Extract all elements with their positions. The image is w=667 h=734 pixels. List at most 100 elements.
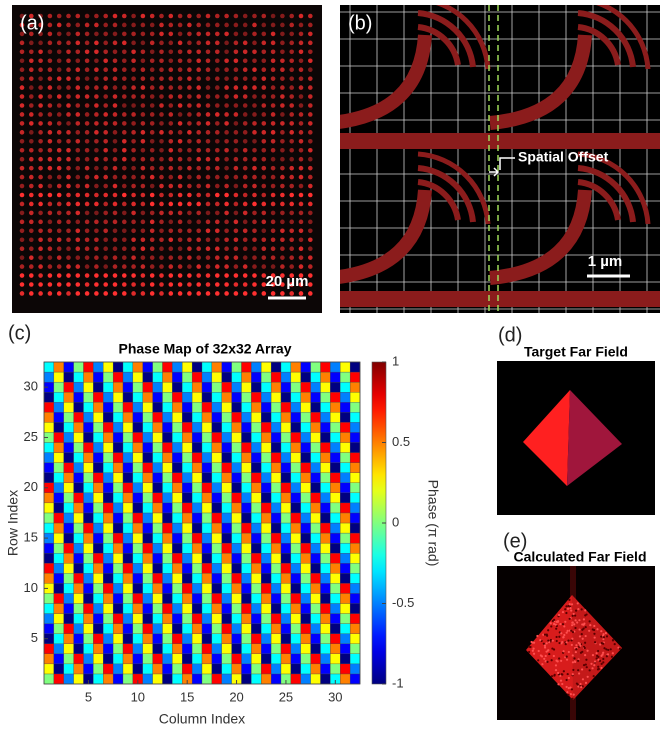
- heatmap-cell: [163, 634, 173, 644]
- heatmap-cell: [271, 483, 281, 493]
- heatmap-cell: [182, 372, 192, 382]
- emitter: [252, 193, 257, 198]
- speckle-dot: [550, 639, 552, 641]
- heatmap-cell: [163, 483, 173, 493]
- heatmap-cell: [301, 483, 311, 493]
- emitter: [234, 273, 239, 278]
- emitter: [252, 94, 257, 99]
- emitter: [29, 157, 34, 162]
- emitter: [57, 255, 62, 260]
- heatmap-cell: [103, 563, 113, 573]
- speckle-dot: [555, 636, 557, 638]
- emitter: [57, 220, 62, 225]
- heatmap-cell: [212, 593, 222, 603]
- emitter: [243, 94, 248, 99]
- heatmap-cell: [182, 503, 192, 513]
- heatmap-cell: [212, 432, 222, 442]
- heatmap-cell: [242, 593, 252, 603]
- heatmap-cell: [64, 432, 74, 442]
- heatmap-cell: [222, 573, 232, 583]
- emitter: [308, 193, 313, 198]
- emitter: [178, 32, 183, 37]
- heatmap-cell: [281, 533, 291, 543]
- heatmap-cell: [163, 533, 173, 543]
- speckle-dot: [553, 623, 555, 625]
- heatmap-cell: [350, 503, 360, 513]
- heatmap-cell: [103, 402, 113, 412]
- heatmap-cell: [74, 604, 84, 614]
- heatmap-cell: [172, 432, 182, 442]
- emitter: [299, 130, 304, 135]
- emitter: [122, 76, 127, 81]
- emitter: [103, 67, 108, 72]
- emitter: [178, 255, 183, 260]
- emitter: [169, 211, 174, 216]
- emitter: [178, 157, 183, 162]
- emitter: [187, 14, 192, 19]
- heatmap-cell: [261, 503, 271, 513]
- heatmap-cell: [330, 593, 340, 603]
- emitter: [131, 85, 136, 90]
- y-tick-label: 20: [24, 479, 38, 494]
- speckle-dot: [572, 669, 574, 671]
- speckle-dot: [583, 664, 585, 666]
- heatmap-cell: [291, 583, 301, 593]
- emitter: [280, 211, 285, 216]
- heatmap-cell: [311, 523, 321, 533]
- emitter: [48, 291, 53, 296]
- heatmap-cell: [222, 624, 232, 634]
- heatmap-cell: [93, 483, 103, 493]
- emitter: [252, 175, 257, 180]
- heatmap-cell: [311, 664, 321, 674]
- emitter: [94, 41, 99, 46]
- heatmap-cell: [212, 563, 222, 573]
- heatmap-cell: [212, 624, 222, 634]
- emitter: [299, 41, 304, 46]
- heatmap-cell: [133, 563, 143, 573]
- emitter: [187, 76, 192, 81]
- heatmap-cell: [261, 362, 271, 372]
- heatmap-cell: [74, 573, 84, 583]
- heatmap-cell: [143, 412, 153, 422]
- emitter: [178, 41, 183, 46]
- emitter: [234, 50, 239, 55]
- heatmap-cell: [232, 644, 242, 654]
- heatmap-cell: [172, 473, 182, 483]
- emitter: [271, 67, 276, 72]
- heatmap-cell: [330, 362, 340, 372]
- heatmap-cell: [44, 463, 54, 473]
- heatmap-cell: [113, 604, 123, 614]
- heatmap-cell: [103, 382, 113, 392]
- emitter: [57, 85, 62, 90]
- emitter: [122, 237, 127, 242]
- heatmap-cell: [242, 422, 252, 432]
- heatmap-cell: [222, 483, 232, 493]
- heatmap-cell: [222, 543, 232, 553]
- emitter: [150, 246, 155, 251]
- heatmap-cell: [301, 513, 311, 523]
- emitter: [113, 220, 118, 225]
- emitter: [66, 273, 71, 278]
- heatmap-cell: [93, 583, 103, 593]
- heatmap-cell: [202, 583, 212, 593]
- heatmap-cell: [182, 473, 192, 483]
- emitter: [178, 112, 183, 117]
- heatmap-cell: [291, 664, 301, 674]
- heatmap-cell: [202, 402, 212, 412]
- emitter: [169, 14, 174, 19]
- emitter: [29, 175, 34, 180]
- heatmap-cell: [74, 553, 84, 563]
- emitter: [76, 103, 81, 108]
- speckle-dot: [532, 650, 534, 652]
- emitter: [308, 229, 313, 234]
- heatmap-cell: [153, 392, 163, 402]
- heatmap-cell: [192, 483, 202, 493]
- heatmap-cell: [340, 473, 350, 483]
- heatmap-cell: [153, 543, 163, 553]
- speckle-dot: [562, 623, 564, 625]
- heatmap-cell: [54, 604, 64, 614]
- speckle-dot: [595, 652, 597, 654]
- heatmap-cell: [242, 493, 252, 503]
- heatmap-cell: [222, 432, 232, 442]
- emitter: [187, 264, 192, 269]
